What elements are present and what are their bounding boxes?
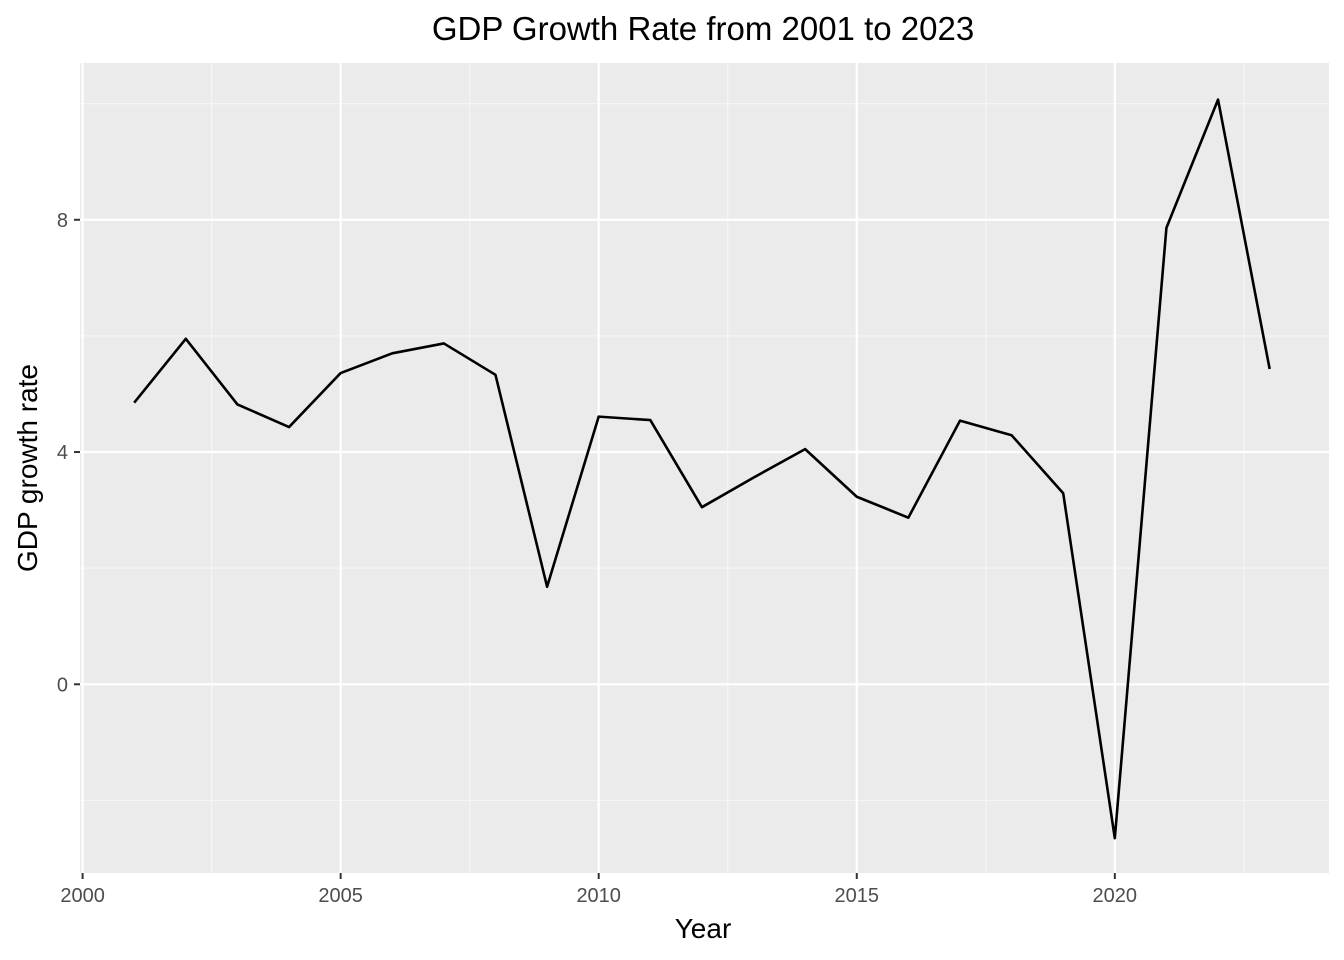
x-tick-label: 2015 (835, 885, 880, 907)
x-tick-label: 2010 (576, 885, 621, 907)
minor-gridlines (80, 63, 1329, 873)
x-tick-label: 2020 (1093, 885, 1138, 907)
x-axis-title: Year (675, 913, 732, 944)
plot-panel (80, 63, 1329, 873)
y-tick-label: 4 (57, 442, 68, 464)
x-tick-label: 2000 (60, 885, 105, 907)
series-layer (133, 98, 1271, 840)
x-tick-label: 2005 (318, 885, 363, 907)
y-tick-label: 0 (57, 674, 68, 696)
chart-title: GDP Growth Rate from 2001 to 2023 (432, 10, 974, 47)
x-axis: 2000 2005 2010 2015 2020 (60, 873, 1137, 907)
y-axis-title: GDP growth rate (12, 364, 43, 572)
major-gridlines (80, 63, 1329, 873)
series-line-1 (133, 98, 1271, 840)
y-axis: 0 4 8 (57, 210, 80, 696)
y-tick-label: 8 (57, 210, 68, 232)
